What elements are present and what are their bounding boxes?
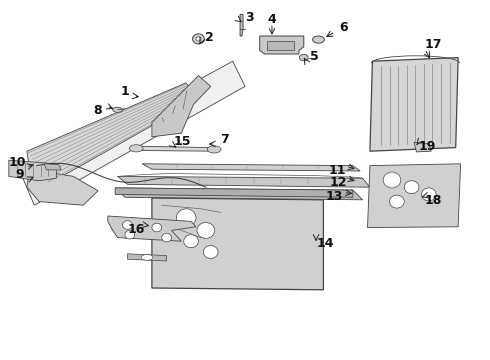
Polygon shape xyxy=(368,164,461,228)
Polygon shape xyxy=(27,83,196,184)
Polygon shape xyxy=(118,176,370,187)
Polygon shape xyxy=(142,164,360,171)
Ellipse shape xyxy=(125,230,135,239)
Polygon shape xyxy=(22,61,245,205)
Polygon shape xyxy=(108,216,196,241)
Polygon shape xyxy=(115,188,353,197)
Text: 18: 18 xyxy=(425,194,442,207)
Polygon shape xyxy=(115,188,363,200)
Ellipse shape xyxy=(176,209,196,227)
Ellipse shape xyxy=(122,221,132,229)
Polygon shape xyxy=(9,160,56,181)
Ellipse shape xyxy=(184,235,198,248)
Polygon shape xyxy=(370,58,458,151)
Polygon shape xyxy=(27,169,98,205)
Ellipse shape xyxy=(390,195,404,208)
Text: 19: 19 xyxy=(418,140,436,153)
Ellipse shape xyxy=(313,36,324,43)
Ellipse shape xyxy=(113,107,122,112)
Text: 17: 17 xyxy=(425,38,442,51)
Ellipse shape xyxy=(129,145,143,152)
Text: 16: 16 xyxy=(127,223,145,236)
Text: 3: 3 xyxy=(245,11,254,24)
Ellipse shape xyxy=(383,172,401,188)
Text: 7: 7 xyxy=(220,133,229,146)
Text: 6: 6 xyxy=(340,21,348,34)
Ellipse shape xyxy=(404,181,419,194)
Text: 5: 5 xyxy=(310,50,319,63)
Polygon shape xyxy=(260,36,304,54)
Ellipse shape xyxy=(207,146,221,153)
Ellipse shape xyxy=(203,246,218,258)
Ellipse shape xyxy=(299,54,308,61)
Text: 9: 9 xyxy=(15,168,24,181)
Ellipse shape xyxy=(141,255,153,260)
Ellipse shape xyxy=(196,37,201,41)
Text: 4: 4 xyxy=(268,13,276,26)
Text: 10: 10 xyxy=(8,156,26,169)
Text: 8: 8 xyxy=(94,104,102,117)
Polygon shape xyxy=(414,142,431,152)
Text: 2: 2 xyxy=(205,31,214,44)
Ellipse shape xyxy=(152,223,162,232)
Text: 13: 13 xyxy=(326,190,343,203)
Polygon shape xyxy=(152,76,211,137)
Text: 15: 15 xyxy=(173,135,191,148)
Text: 1: 1 xyxy=(121,85,129,98)
Ellipse shape xyxy=(193,34,204,44)
Polygon shape xyxy=(152,198,323,290)
Bar xyxy=(267,41,294,50)
Ellipse shape xyxy=(162,233,172,242)
Polygon shape xyxy=(135,146,216,151)
Text: 12: 12 xyxy=(329,176,347,189)
Polygon shape xyxy=(240,14,243,36)
Polygon shape xyxy=(127,254,167,261)
Ellipse shape xyxy=(421,188,436,201)
Polygon shape xyxy=(44,164,61,170)
Text: 14: 14 xyxy=(316,237,334,250)
Ellipse shape xyxy=(197,222,215,238)
Text: 11: 11 xyxy=(328,164,346,177)
